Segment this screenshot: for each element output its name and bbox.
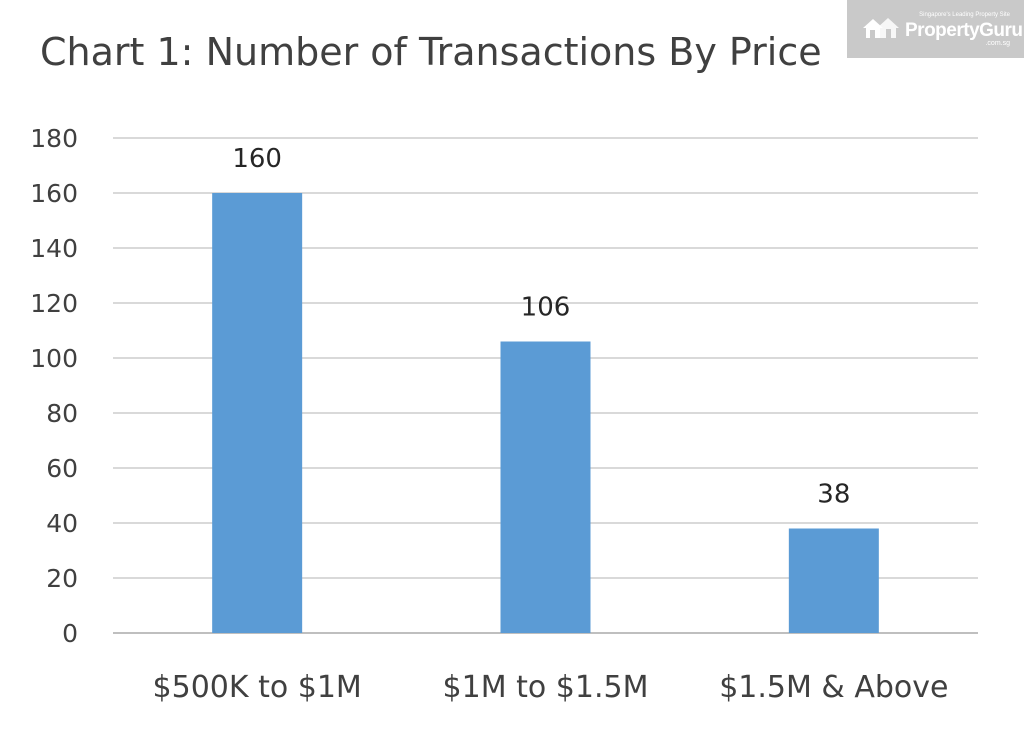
bar: [500, 341, 591, 633]
propertyguru-watermark: Singapore's Leading Property Site Proper…: [847, 0, 1024, 58]
watermark-domain: .com.sg: [985, 40, 1010, 47]
y-tick-label: 160: [30, 179, 78, 208]
bar: [212, 193, 303, 633]
y-axis-ticks: 0 20 40 60 80 100 120 140 160 180: [30, 124, 78, 648]
house-icon: [863, 18, 899, 38]
x-tick-label: $500K to $1M: [153, 670, 362, 705]
bar: [788, 528, 879, 633]
watermark-brand: PropertyGuru: [905, 20, 1023, 41]
y-tick-label: 60: [46, 454, 78, 483]
y-tick-label: 80: [46, 399, 78, 428]
bars: [212, 193, 879, 633]
y-tick-label: 100: [30, 344, 78, 373]
data-label: 160: [232, 144, 282, 174]
watermark-tagline: Singapore's Leading Property Site: [919, 12, 1010, 18]
y-tick-label: 140: [30, 234, 78, 263]
data-label: 38: [817, 480, 850, 510]
y-tick-label: 180: [30, 124, 78, 153]
x-tick-label: $1.5M & Above: [719, 670, 948, 705]
x-axis-ticks: $500K to $1M $1M to $1.5M $1.5M & Above: [153, 670, 949, 705]
data-label: 106: [521, 293, 571, 323]
y-tick-label: 20: [46, 564, 78, 593]
x-tick-label: $1M to $1.5M: [443, 670, 649, 705]
y-tick-label: 120: [30, 289, 78, 318]
y-tick-label: 0: [62, 619, 78, 648]
data-labels: 160 106 38: [232, 144, 850, 510]
chart-title: Chart 1: Number of Transactions By Price: [40, 30, 822, 74]
y-tick-label: 40: [46, 509, 78, 538]
